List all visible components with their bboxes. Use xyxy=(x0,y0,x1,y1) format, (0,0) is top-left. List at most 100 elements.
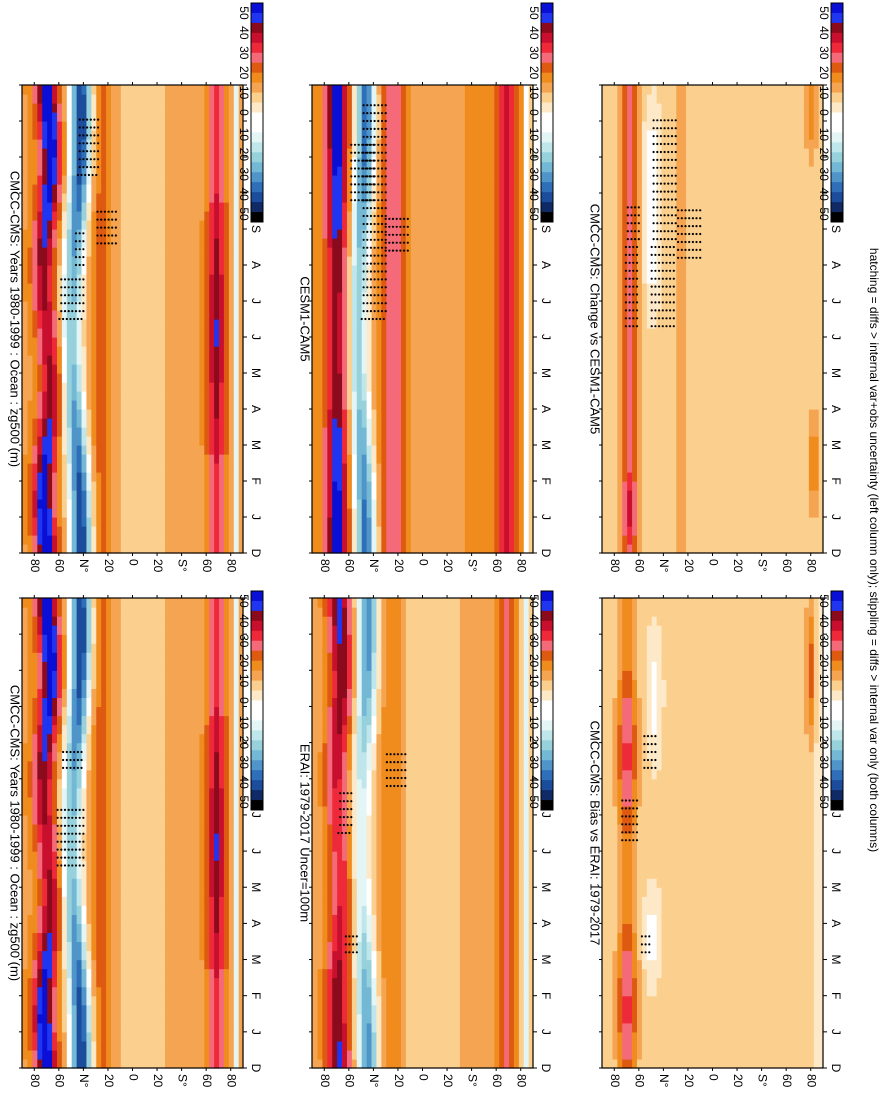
heatmap-cell xyxy=(61,878,67,888)
heatmap-cell xyxy=(159,85,166,95)
heatmap-cell xyxy=(184,1049,190,1060)
stipple-dot xyxy=(96,218,99,221)
heatmap-cell xyxy=(208,121,215,131)
heatmap-cell xyxy=(198,409,205,419)
heatmap-cell xyxy=(51,896,57,906)
heatmap-cell xyxy=(95,968,102,979)
heatmap-cell xyxy=(90,697,97,708)
heatmap-cell xyxy=(149,355,156,365)
stipple-dot xyxy=(111,242,114,245)
heatmap-cell xyxy=(95,427,102,437)
heatmap-cell xyxy=(198,742,205,753)
heatmap-cell xyxy=(105,283,111,293)
heatmap-cell xyxy=(213,778,220,789)
heatmap-cell xyxy=(125,959,131,970)
heatmap-cell xyxy=(80,607,87,617)
heatmap-cell xyxy=(56,1040,62,1051)
stipple-dot xyxy=(67,294,70,297)
heatmap-cell xyxy=(51,842,57,852)
heatmap-cell xyxy=(51,778,57,789)
heatmap-cell xyxy=(223,364,229,374)
heatmap-cell xyxy=(159,1004,166,1015)
heatmap-cell xyxy=(61,697,67,708)
heatmap-cell xyxy=(228,661,234,671)
heatmap-cell xyxy=(90,85,97,95)
heatmap-cell xyxy=(184,986,190,997)
heatmap-cell xyxy=(174,274,180,284)
heatmap-cell xyxy=(144,607,151,617)
heatmap-cell xyxy=(213,706,220,717)
heatmap-cell xyxy=(66,760,72,771)
heatmap-cell xyxy=(139,130,146,140)
heatmap-cell xyxy=(46,1013,53,1024)
heatmap-cell xyxy=(130,355,136,365)
heatmap-cell xyxy=(154,130,161,140)
heatmap-cell xyxy=(100,905,107,915)
heatmap-cell xyxy=(154,733,161,744)
heatmap-cell xyxy=(36,436,43,446)
heatmap-cell xyxy=(218,499,224,509)
heatmap-cell xyxy=(228,463,234,473)
heatmap-cell xyxy=(41,292,48,302)
heatmap-cell xyxy=(46,427,53,437)
heatmap-cell xyxy=(134,598,141,608)
heatmap-cell xyxy=(51,1013,57,1024)
heatmap-cell xyxy=(31,679,38,689)
heatmap-cell xyxy=(149,292,156,302)
heatmap-cell xyxy=(139,968,146,979)
heatmap-cell xyxy=(105,842,111,852)
heatmap-cell xyxy=(26,85,33,95)
heatmap-cell xyxy=(213,733,220,744)
heatmap-cell xyxy=(144,193,151,203)
heatmap-cell xyxy=(80,941,87,952)
heatmap-cell xyxy=(100,860,107,870)
heatmap-cell xyxy=(203,823,210,834)
heatmap-cell xyxy=(179,211,185,221)
heatmap-cell xyxy=(233,833,239,843)
heatmap-cell xyxy=(41,1049,48,1060)
heatmap-cell xyxy=(208,517,215,527)
heatmap-cell xyxy=(139,616,146,626)
heatmap-cell xyxy=(110,995,116,1006)
stipple-dot xyxy=(74,240,78,243)
stipple-dot xyxy=(111,218,114,221)
heatmap-cell xyxy=(193,634,200,644)
heatmap-cell xyxy=(193,301,200,311)
heatmap-cell xyxy=(213,112,220,122)
heatmap-cell xyxy=(184,724,190,735)
heatmap-cell xyxy=(51,481,57,491)
heatmap-cell xyxy=(105,959,111,970)
heatmap-cell xyxy=(90,869,97,879)
heatmap-cell xyxy=(76,1031,82,1042)
heatmap-cell xyxy=(238,869,244,879)
heatmap-cell xyxy=(149,166,156,176)
heatmap-cell xyxy=(188,382,195,392)
heatmap-cell xyxy=(184,463,190,473)
heatmap-cell xyxy=(238,634,244,644)
heatmap-cell xyxy=(100,814,107,825)
heatmap-cell xyxy=(193,94,200,104)
heatmap-cell xyxy=(26,706,33,717)
heatmap-cell xyxy=(31,184,38,194)
heatmap-cell xyxy=(125,490,131,500)
heatmap-cell xyxy=(61,202,67,212)
heatmap-cell xyxy=(115,454,121,464)
heatmap-cell xyxy=(80,382,87,392)
heatmap-cell xyxy=(164,238,170,248)
heatmap-cell xyxy=(66,896,72,906)
heatmap-cell xyxy=(26,328,33,338)
heatmap-cell xyxy=(51,1040,57,1051)
heatmap-cell xyxy=(90,995,97,1006)
heatmap-cell xyxy=(218,860,224,870)
heatmap-cell xyxy=(238,481,244,491)
heatmap-cell xyxy=(238,508,244,518)
heatmap-cell xyxy=(134,283,141,293)
heatmap-cell xyxy=(238,607,244,617)
heatmap-cell xyxy=(213,652,220,662)
heatmap-cell xyxy=(159,724,166,735)
heatmap-cell xyxy=(198,472,205,482)
heatmap-cell xyxy=(26,400,33,410)
heatmap-cell xyxy=(90,490,97,500)
heatmap-cell xyxy=(179,265,185,275)
heatmap-cell xyxy=(110,643,116,653)
